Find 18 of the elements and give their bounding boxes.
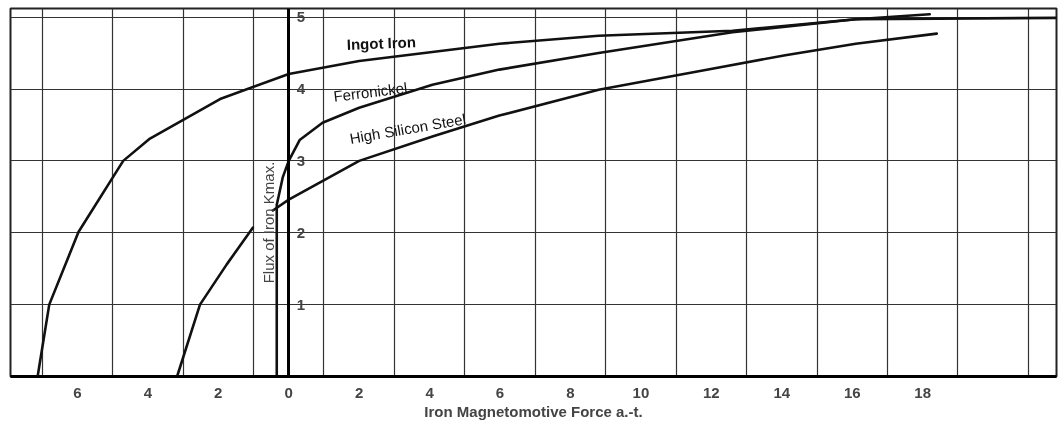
text: High Silicon Steel (348, 110, 468, 147)
series-label: Ingot Iron (346, 33, 417, 53)
x-tick-label: 8 (566, 383, 575, 401)
x-tick-label: 0 (284, 383, 293, 401)
x-axis-title: Iron Magnetomotive Force a.-t. (424, 402, 643, 420)
x-tick-label: 12 (703, 383, 720, 401)
y-axis-title: Flux of Iron Kmax. (259, 161, 277, 284)
x-tick-label: 6 (495, 383, 505, 401)
x-tick-label: 4 (425, 383, 435, 401)
x-tick-label: 10 (632, 383, 650, 401)
x-tick-label: 14 (773, 383, 791, 401)
x-tick-label: 2 (355, 383, 364, 401)
x-tick-label: 18 (914, 383, 932, 401)
x-tick-label: 2 (214, 383, 223, 401)
x-tick-label: 16 (843, 383, 861, 401)
x-tick-label: 6 (73, 383, 82, 401)
x-tick-label: 4 (143, 383, 153, 401)
text: Ferronickel (332, 79, 409, 105)
